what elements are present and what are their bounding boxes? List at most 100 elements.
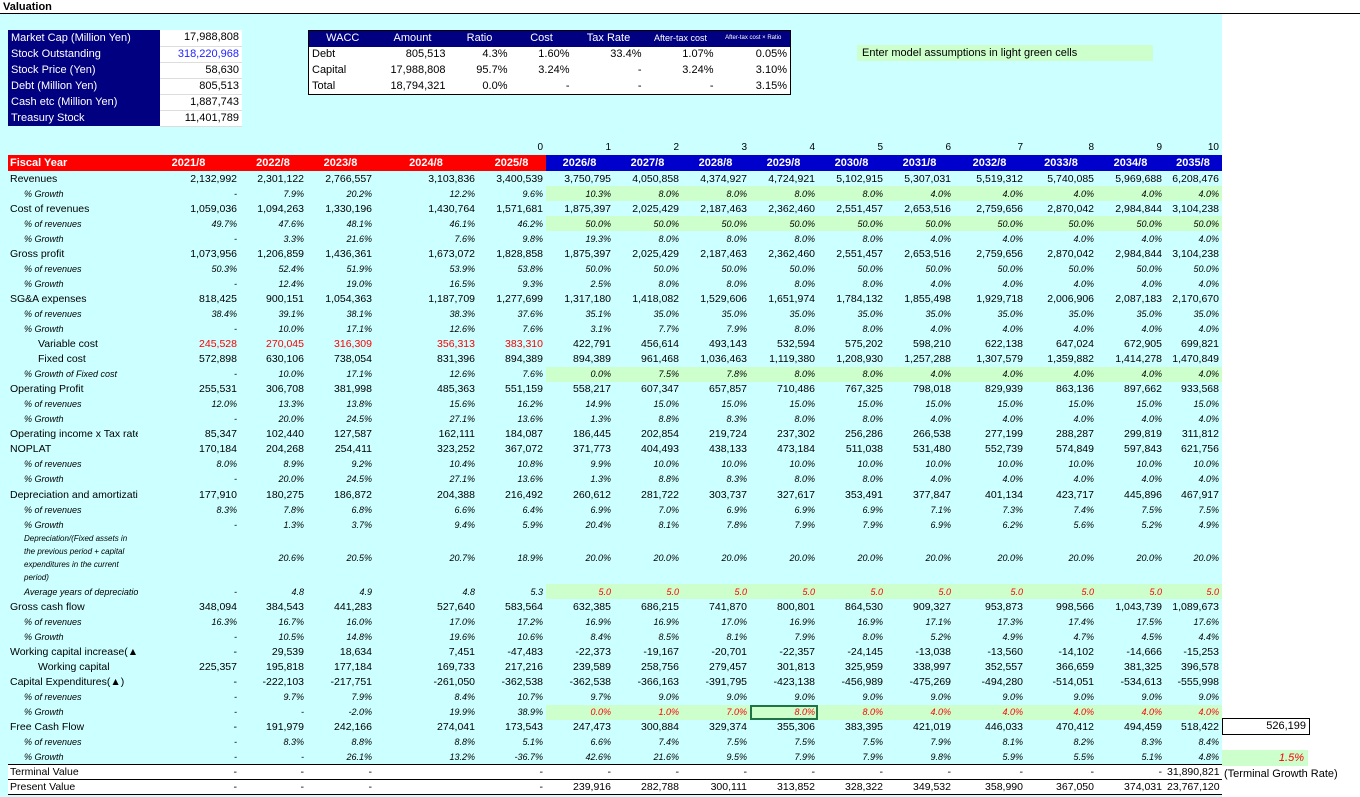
- line-item-value[interactable]: 4.9%: [1198, 519, 1219, 530]
- line-item-value[interactable]: 572,898: [199, 353, 237, 366]
- line-item-value[interactable]: 8.0%: [794, 278, 815, 289]
- line-item-value[interactable]: 8.5%: [658, 631, 679, 642]
- line-item-value[interactable]: 24.5%: [346, 414, 372, 425]
- line-item-value[interactable]: 998,566: [1056, 600, 1094, 613]
- line-item-value[interactable]: 306,708: [266, 383, 304, 396]
- line-item-value[interactable]: 494,459: [1124, 721, 1162, 734]
- market-label[interactable]: Stock Price (Yen): [8, 62, 160, 78]
- line-item-value[interactable]: 686,215: [641, 600, 679, 613]
- line-item-value[interactable]: 10.0%: [789, 459, 815, 470]
- line-item-value[interactable]: 13.2%: [449, 751, 475, 762]
- line-item-value[interactable]: 7.0%: [682, 704, 750, 720]
- line-item-value[interactable]: 4.0%: [930, 474, 951, 485]
- line-item-value[interactable]: -13,038: [915, 645, 951, 658]
- line-item-value[interactable]: 353,491: [845, 488, 883, 501]
- line-item-value[interactable]: 8.0%: [682, 186, 750, 202]
- line-item-value[interactable]: 4.0%: [954, 704, 1026, 720]
- fiscal-year-cell[interactable]: 2032/8: [954, 155, 1026, 171]
- market-label[interactable]: Market Cap (Million Yen): [8, 30, 160, 46]
- line-item-value[interactable]: 551,159: [505, 383, 543, 396]
- line-item-value[interactable]: -: [234, 751, 237, 762]
- line-item-label[interactable]: % Growth: [24, 474, 64, 485]
- line-item-label[interactable]: % Growth: [24, 519, 64, 530]
- line-item-value[interactable]: 53.8%: [517, 263, 543, 274]
- line-item-value[interactable]: -494,280: [981, 675, 1023, 688]
- line-item-value[interactable]: 5,740,085: [1047, 172, 1094, 185]
- line-item-label[interactable]: SG&A expenses: [10, 292, 87, 305]
- line-item-value[interactable]: 313,852: [750, 779, 818, 796]
- line-item-value[interactable]: 10.0%: [1193, 459, 1219, 470]
- line-item-value[interactable]: 17.1%: [346, 369, 372, 380]
- line-item-value[interactable]: 831,396: [437, 353, 475, 366]
- line-item-value[interactable]: -217,751: [330, 675, 372, 688]
- line-item-value[interactable]: 38.9%: [517, 707, 543, 718]
- market-value[interactable]: 1,887,743: [160, 94, 242, 111]
- line-item-value[interactable]: 3,400,539: [496, 172, 543, 185]
- line-item-value[interactable]: -: [234, 691, 237, 702]
- line-item-value[interactable]: 5.1%: [522, 737, 543, 748]
- line-item-value[interactable]: -: [307, 764, 375, 781]
- line-item-value[interactable]: 7.7%: [658, 323, 679, 334]
- line-item-value[interactable]: 3.7%: [351, 519, 372, 530]
- line-item-value[interactable]: 35.0%: [857, 308, 883, 319]
- line-item-value[interactable]: 401,134: [985, 488, 1023, 501]
- line-item-value[interactable]: 8.2%: [1073, 737, 1094, 748]
- line-item-value[interactable]: 20.0%: [653, 553, 679, 564]
- line-item-value[interactable]: 4.8: [291, 586, 304, 597]
- line-item-value[interactable]: 4.0%: [1073, 414, 1094, 425]
- line-item-value[interactable]: 9.8%: [930, 751, 951, 762]
- line-item-value[interactable]: 35.1%: [585, 308, 611, 319]
- line-item-value[interactable]: 8.4%: [1198, 737, 1219, 748]
- line-item-value[interactable]: 367,072: [505, 443, 543, 456]
- line-item-value[interactable]: 239,589: [573, 660, 611, 673]
- line-item-value[interactable]: 383,395: [845, 721, 883, 734]
- fiscal-year-cell[interactable]: 2030/8: [818, 155, 886, 171]
- line-item-value[interactable]: 20.0%: [721, 553, 747, 564]
- line-item-value[interactable]: 35.0%: [1068, 308, 1094, 319]
- line-item-value[interactable]: 1,119,380: [769, 353, 815, 366]
- line-item-value[interactable]: 20.0%: [857, 553, 883, 564]
- line-item-value[interactable]: 53.9%: [449, 263, 475, 274]
- terminal-growth-input[interactable]: 1.5%: [1222, 750, 1308, 766]
- line-item-value[interactable]: 15.0%: [1136, 399, 1162, 410]
- wacc-cell[interactable]: Debt: [312, 48, 336, 60]
- line-item-value[interactable]: 17.0%: [449, 616, 475, 627]
- line-item-value[interactable]: 170,184: [199, 443, 237, 456]
- line-item-value[interactable]: 16.5%: [449, 278, 475, 289]
- line-item-value[interactable]: 202,854: [641, 428, 679, 441]
- wacc-cell[interactable]: Capital: [312, 64, 347, 76]
- line-item-value[interactable]: 8.0%: [862, 474, 883, 485]
- line-item-label[interactable]: % of revenues: [24, 263, 82, 274]
- line-item-value[interactable]: 38.4%: [211, 308, 237, 319]
- line-item-value[interactable]: 2,362,460: [768, 202, 815, 215]
- line-item-value[interactable]: 4.0%: [930, 233, 951, 244]
- line-item-value[interactable]: 4.0%: [1198, 233, 1219, 244]
- line-item-value[interactable]: 14.9%: [585, 399, 611, 410]
- line-item-value[interactable]: 657,857: [709, 383, 747, 396]
- line-item-value[interactable]: -366,163: [637, 675, 679, 688]
- assumptions-note[interactable]: Enter model assumptions in light green c…: [857, 45, 1153, 61]
- line-item-value[interactable]: -: [234, 586, 237, 597]
- line-item-label[interactable]: % Growth: [24, 631, 64, 642]
- line-item-value[interactable]: 8.8%: [658, 414, 679, 425]
- line-item-value[interactable]: 4.0%: [1026, 366, 1097, 382]
- line-item-value[interactable]: 10.0%: [278, 369, 304, 380]
- line-item-value[interactable]: -: [478, 764, 546, 781]
- line-item-value[interactable]: 15.0%: [1068, 399, 1094, 410]
- line-item-value[interactable]: 909,327: [913, 600, 951, 613]
- line-item-value[interactable]: 2,187,463: [700, 247, 747, 260]
- line-item-value[interactable]: 2,653,516: [904, 247, 951, 260]
- line-item-value[interactable]: 4.0%: [1026, 704, 1097, 720]
- line-item-value[interactable]: 52.4%: [278, 263, 304, 274]
- line-item-value[interactable]: 8.0%: [818, 704, 886, 720]
- line-item-value[interactable]: -: [1026, 764, 1097, 781]
- line-item-value[interactable]: 8.0%: [794, 233, 815, 244]
- wacc-cell[interactable]: -: [565, 79, 570, 92]
- line-item-value[interactable]: 597,843: [1124, 443, 1162, 456]
- line-item-value[interactable]: 672,905: [1124, 338, 1162, 351]
- wacc-cell[interactable]: 4.3%: [482, 48, 508, 60]
- line-item-label[interactable]: Gross profit: [10, 247, 65, 260]
- line-item-value[interactable]: 4.0%: [930, 414, 951, 425]
- line-item-value[interactable]: 311,812: [1181, 428, 1219, 441]
- line-item-value[interactable]: 2,362,460: [768, 247, 815, 260]
